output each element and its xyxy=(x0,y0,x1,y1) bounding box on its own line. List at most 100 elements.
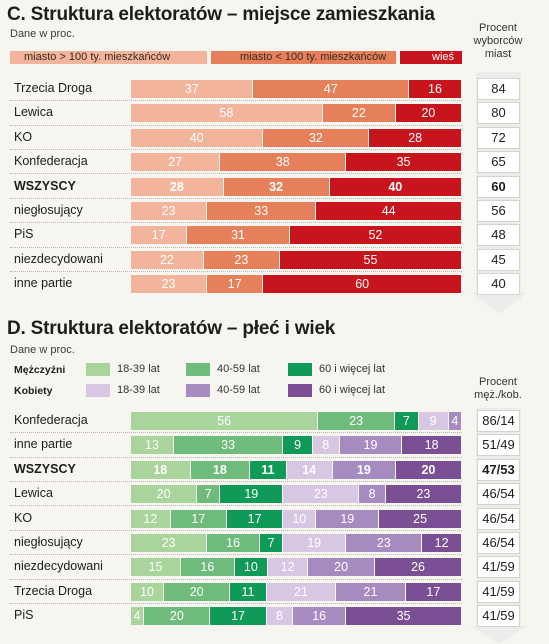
row-label: inne partie xyxy=(14,276,73,291)
value-box: 46/54 xyxy=(477,483,520,506)
section-c-title: C. Struktura elektoratów – miejsce zamie… xyxy=(7,4,435,25)
row-separator xyxy=(10,246,462,248)
row-label: niezdecydowani xyxy=(14,559,103,574)
bar-segment: 8 xyxy=(266,607,293,626)
bar-segment: 23 xyxy=(203,250,279,269)
row-separator xyxy=(10,529,462,531)
legend-c-swatch-village xyxy=(400,51,462,64)
bar-segment: 9 xyxy=(283,436,313,455)
row-separator xyxy=(10,578,462,580)
row-separator xyxy=(10,505,462,507)
row-label: Lewica xyxy=(14,105,53,120)
bar-segment: 17 xyxy=(131,226,187,245)
row-label: inne partie xyxy=(14,437,73,452)
bar-segment: 52 xyxy=(289,226,461,245)
legend-c-label-small-city: miasto < 100 ty. mieszkańców xyxy=(240,51,387,63)
row-label: niegłosujący xyxy=(14,203,83,217)
bar-segment: 37 xyxy=(131,80,253,98)
bar-segment: 23 xyxy=(283,485,359,504)
bar-segment: 20 xyxy=(395,104,461,123)
legend-c-swatch-small-city xyxy=(211,51,396,64)
legend-d-women-60-label: 60 i więcej lat xyxy=(319,384,386,396)
bar-segment: 18 xyxy=(190,460,250,479)
bar-segment: 18 xyxy=(402,436,461,455)
value-box: 41/59 xyxy=(477,605,520,628)
bar-segment: 28 xyxy=(369,128,461,147)
bar-segment: 16 xyxy=(293,607,346,626)
row-separator xyxy=(10,149,462,150)
row-label: PiS xyxy=(14,608,34,623)
row-separator xyxy=(10,271,462,272)
section-c-right-header-line2: wyborców xyxy=(473,35,523,47)
bar-segment: 28 xyxy=(131,177,223,196)
bar-segment: 23 xyxy=(131,275,207,294)
bar-segment: 4 xyxy=(448,412,461,430)
row-label: Lewica xyxy=(14,486,53,501)
bar-segment: 17 xyxy=(210,607,266,626)
bar-segment: 32 xyxy=(223,177,329,196)
bar-segment: 31 xyxy=(187,226,289,245)
bar-segment: 21 xyxy=(336,582,405,601)
bar-segment: 35 xyxy=(346,153,461,172)
bar-segment: 27 xyxy=(131,153,220,172)
legend-d-women-18-39-label: 18-39 lat xyxy=(117,384,160,396)
bar-segment: 7 xyxy=(395,412,418,430)
bar-segment: 17 xyxy=(170,509,226,528)
bar-segment: 26 xyxy=(375,558,461,577)
row-separator xyxy=(10,554,462,556)
bar-segment: 16 xyxy=(207,534,260,552)
value-box: 48 xyxy=(477,224,520,247)
bar-segment: 8 xyxy=(313,436,339,455)
row-label: KO xyxy=(14,129,33,144)
legend-c-label-big-city: miasto > 100 ty. mieszkańców xyxy=(24,51,171,63)
bar-segment: 17 xyxy=(207,275,263,294)
legend-d-women-40-59-swatch xyxy=(186,384,210,397)
bar-segment: 16 xyxy=(181,558,234,577)
section-c-right-header-line1: Procent xyxy=(479,22,517,34)
bar-segment: 12 xyxy=(131,509,170,528)
bar-segment: 10 xyxy=(234,558,268,577)
bar-segment: 23 xyxy=(318,412,395,430)
bar-segment: 22 xyxy=(131,250,203,269)
section-d-right-header-line2: męż./kob. xyxy=(474,389,522,401)
bar-segment: 32 xyxy=(263,128,369,147)
bar-segment: 11 xyxy=(230,582,266,601)
bar-segment: 17 xyxy=(226,509,283,528)
bar-segment: 35 xyxy=(346,607,461,626)
bar-segment: 33 xyxy=(174,436,283,455)
value-box: 45 xyxy=(477,248,520,271)
bar-segment: 40 xyxy=(329,177,461,196)
value-box: 56 xyxy=(477,200,520,222)
row-separator xyxy=(10,100,462,102)
bar-segment: 44 xyxy=(316,202,461,220)
section-d-right-header-line1: Procent xyxy=(479,376,517,388)
bar-segment: 38 xyxy=(220,153,346,172)
bar-segment: 19 xyxy=(316,509,379,528)
row-label: Konfederacja xyxy=(14,154,88,169)
value-box: 41/59 xyxy=(477,580,520,603)
bar-segment: 23 xyxy=(131,202,207,220)
legend-d-women-18-39-swatch xyxy=(86,384,110,397)
legend-d-men-60-swatch xyxy=(288,363,312,376)
bar-segment: 4 xyxy=(131,607,144,626)
bar-segment: 47 xyxy=(253,80,409,98)
bar-segment: 14 xyxy=(286,460,332,479)
bar-segment: 23 xyxy=(385,485,461,504)
bar-segment: 55 xyxy=(279,250,461,269)
bar-segment: 19 xyxy=(339,436,402,455)
bar-segment: 25 xyxy=(379,509,461,528)
bar-segment: 15 xyxy=(131,558,181,577)
bar-segment: 23 xyxy=(131,534,207,552)
row-separator xyxy=(10,173,462,175)
value-box: 84 xyxy=(477,78,520,100)
row-separator xyxy=(10,456,462,458)
row-label: PiS xyxy=(14,227,34,242)
row-label: KO xyxy=(14,510,33,525)
bar-segment: 56 xyxy=(131,412,318,430)
section-d-subtitle: Dane w proc. xyxy=(10,344,75,356)
row-separator xyxy=(10,222,462,224)
value-box: 72 xyxy=(477,126,520,149)
legend-d-men-40-59-swatch xyxy=(186,363,210,376)
row-label: Trzecia Droga xyxy=(14,81,93,95)
row-label: WSZYSCY xyxy=(14,461,76,476)
